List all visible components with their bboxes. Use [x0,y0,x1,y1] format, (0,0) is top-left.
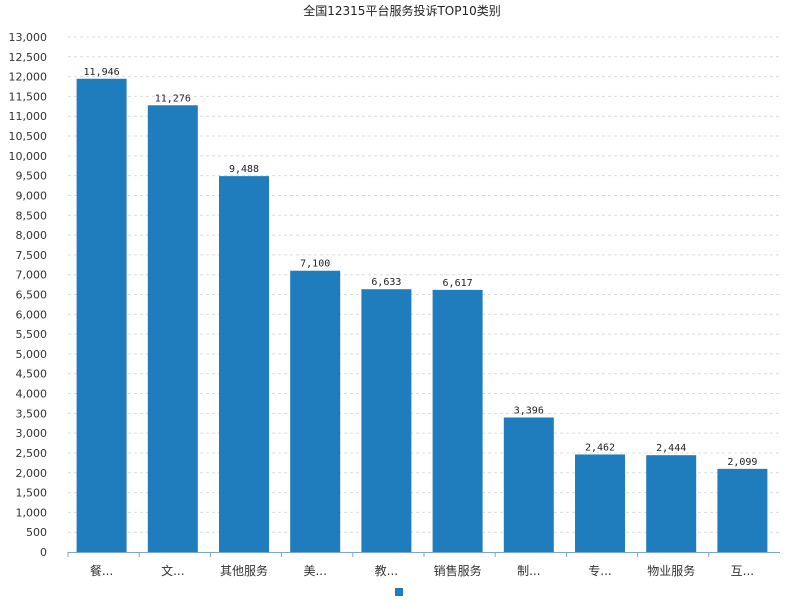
y-tick-label: 7,000 [16,269,48,282]
y-tick-label: 6,000 [16,308,48,321]
y-tick-label: 8,000 [16,229,48,242]
bar[interactable] [361,289,412,552]
x-category-label: 互... [731,564,754,578]
bar[interactable] [717,468,768,552]
bar[interactable] [76,78,127,553]
y-tick-label: 12,000 [9,71,48,84]
x-category-label: 餐... [90,563,113,578]
y-tick-label: 1,500 [16,487,48,500]
y-tick-label: 13,000 [9,31,48,44]
bar[interactable] [147,105,198,552]
y-tick-label: 11,500 [9,90,48,103]
x-category-label: 其他服务 [220,563,268,578]
y-tick-label: 10,500 [9,130,48,143]
x-category-label: 制... [517,564,540,578]
y-tick-label: 500 [26,526,47,539]
bar[interactable] [575,454,625,552]
y-tick-label: 6,500 [16,289,48,302]
bar-value-label: 9,488 [229,164,259,175]
y-tick-label: 4,000 [16,388,48,401]
bar-value-label: 2,462 [585,442,615,453]
bar-value-label: 11,946 [84,67,120,78]
y-tick-label: 3,000 [16,427,48,440]
bar-value-label: 6,633 [371,277,401,288]
x-category-label: 美... [303,564,326,578]
bar-value-label: 7,100 [300,259,330,270]
y-tick-label: 9,000 [16,189,48,202]
y-tick-label: 5,000 [16,348,48,361]
x-category-label: 教... [375,563,398,578]
y-tick-label: 0 [40,546,47,559]
y-tick-label: 1,000 [16,506,48,519]
bar[interactable] [290,270,341,552]
y-tick-label: 7,500 [16,249,48,262]
bar[interactable] [646,455,697,552]
y-tick-label: 4,500 [16,368,48,381]
y-tick-label: 10,000 [9,150,48,163]
y-tick-label: 3,500 [16,407,48,420]
legend-swatch[interactable] [395,588,403,596]
bar-value-label: 2,099 [727,457,757,468]
x-category-label: 文... [161,563,184,578]
bar[interactable] [219,176,269,553]
y-tick-label: 8,500 [16,209,48,222]
bar[interactable] [432,289,483,552]
x-category-label: 销售服务 [434,563,482,578]
bar-value-label: 3,396 [514,405,544,416]
x-category-label: 物业服务 [647,563,695,578]
x-category-label: 专... [588,563,611,578]
y-tick-label: 9,500 [16,170,48,183]
bar-value-label: 2,444 [656,443,686,454]
y-tick-label: 5,500 [16,328,48,341]
bar-value-label: 6,617 [443,278,473,289]
chart-title: 全国12315平台服务投诉TOP10类别 [303,4,501,18]
y-tick-label: 2,500 [16,447,48,460]
y-tick-label: 12,500 [9,51,48,64]
bar[interactable] [503,417,554,552]
bar-value-label: 11,276 [155,93,191,104]
y-tick-label: 11,000 [9,110,48,123]
y-tick-label: 2,000 [16,467,48,480]
